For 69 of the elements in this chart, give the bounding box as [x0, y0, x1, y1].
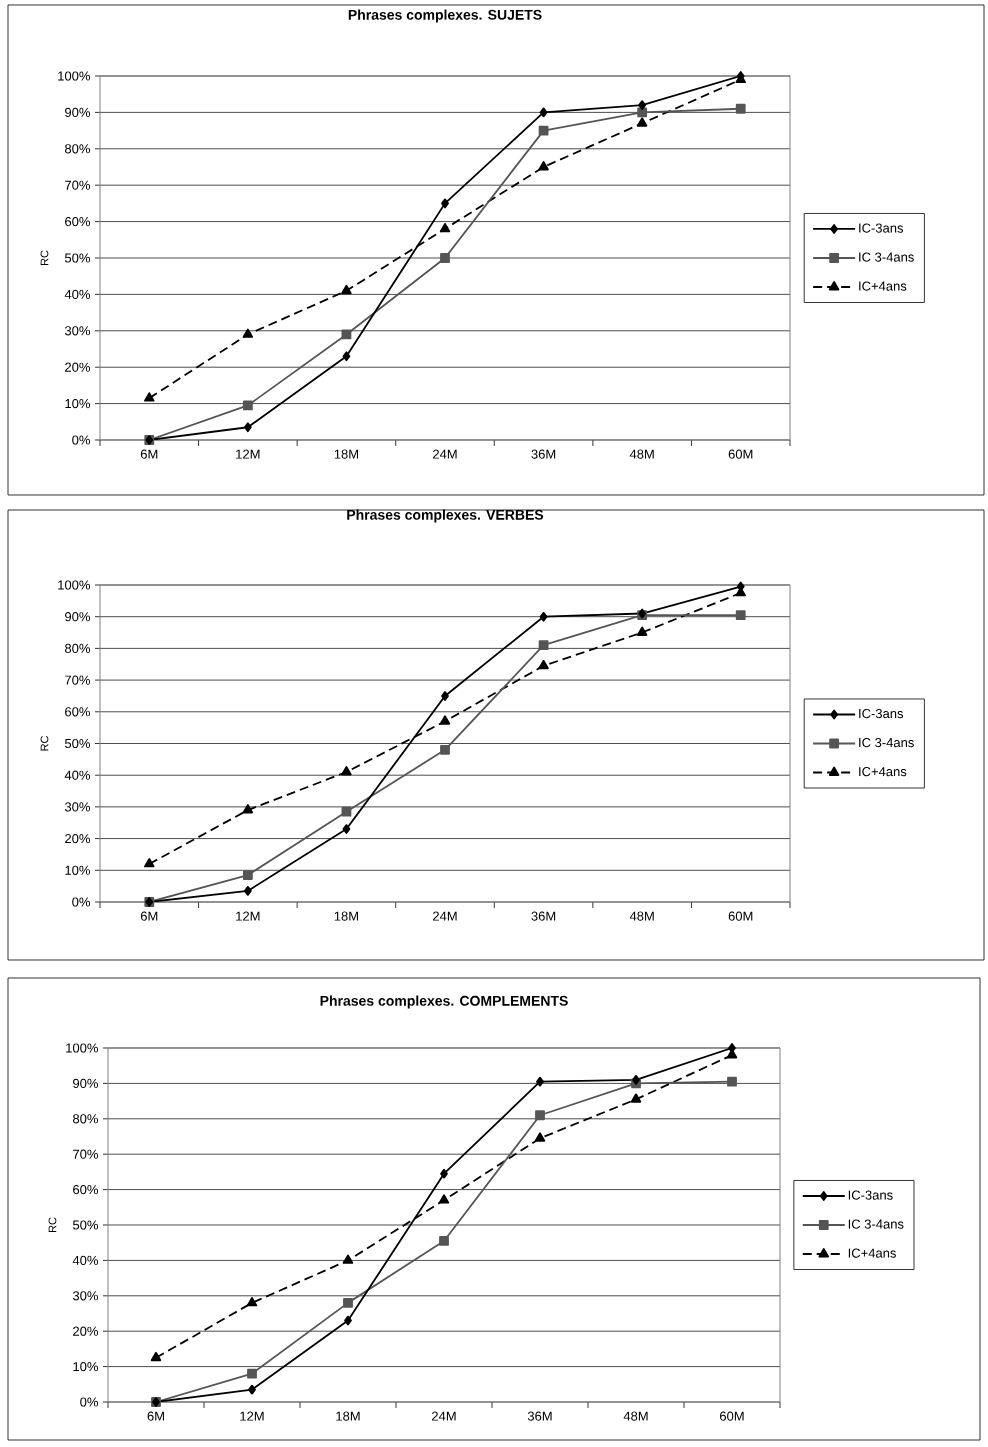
y-tick-label: 20% — [65, 833, 90, 844]
x-tick-label: 24M — [432, 1411, 456, 1421]
legend-label: IC+4ans — [859, 766, 907, 777]
y-tick-label: 20% — [65, 362, 90, 372]
x-tick-label: 60M — [728, 911, 753, 921]
y-tick-label: 80% — [73, 1114, 98, 1124]
x-tick-label: 6M — [147, 1411, 164, 1421]
x-tick-label: 48M — [623, 1411, 648, 1421]
chart-title: Phrases complexes. VERBES — [347, 509, 544, 523]
y-tick-label: 30% — [64, 326, 90, 336]
legend-label: IC+4ans — [848, 1248, 896, 1258]
x-tick-label: 12M — [236, 911, 260, 921]
legend-label: IC-3ans — [859, 708, 904, 719]
y-axis-title: RC — [40, 735, 49, 751]
x-tick-label: 24M — [433, 449, 457, 459]
legend-label: IC-3ans — [859, 223, 904, 233]
y-tick-label: 50% — [72, 1220, 98, 1230]
x-tick-label: 36M — [531, 449, 556, 459]
y-tick-label: 60% — [73, 1184, 98, 1195]
y-tick-label: 30% — [64, 802, 90, 812]
y-tick-label: 70% — [73, 1149, 98, 1159]
y-tick-label: 90% — [73, 1078, 98, 1088]
y-tick-label: 100% — [58, 580, 90, 590]
y-tick-label: 10% — [73, 1362, 98, 1372]
x-tick-label: 6M — [140, 911, 158, 921]
y-axis-title: RC — [48, 1217, 57, 1233]
y-tick-label: 50% — [64, 253, 90, 263]
chart-title: Phrases complexes. SUJETS — [348, 9, 542, 23]
y-axis-title: RC — [40, 250, 49, 266]
y-tick-label: 0% — [72, 435, 90, 445]
x-tick-label: 12M — [240, 1411, 264, 1421]
y-tick-label: 80% — [65, 643, 90, 653]
y-tick-label: 60% — [65, 216, 90, 227]
legend-label: IC 3-4ans — [859, 252, 914, 262]
legend-label: IC 3-4ans — [859, 737, 914, 748]
y-tick-label: 10% — [65, 865, 90, 875]
chart-title: Phrases complexes. COMPLEMENTS — [320, 995, 568, 1009]
y-tick-label: 30% — [72, 1291, 98, 1301]
x-tick-label: 18M — [334, 911, 359, 921]
y-tick-label: 20% — [73, 1326, 98, 1336]
x-tick-label: 48M — [629, 911, 654, 921]
x-tick-label: 12M — [236, 449, 260, 459]
y-tick-label: 70% — [65, 180, 90, 190]
x-tick-label: 18M — [334, 449, 359, 459]
legend-label: IC-3ans — [848, 1190, 893, 1200]
x-tick-label: 60M — [720, 1411, 744, 1421]
y-tick-label: 90% — [65, 612, 90, 622]
y-tick-label: 10% — [65, 398, 90, 409]
x-tick-label: 24M — [433, 911, 457, 921]
legend-label: IC+4ans — [859, 281, 907, 291]
y-tick-label: 0% — [72, 897, 90, 907]
y-tick-label: 60% — [65, 707, 90, 717]
y-tick-label: 100% — [58, 71, 90, 81]
y-tick-label: 70% — [65, 675, 90, 685]
x-tick-label: 60M — [728, 449, 753, 459]
x-tick-label: 36M — [531, 911, 556, 921]
legend-label: IC 3-4ans — [848, 1219, 904, 1229]
y-tick-label: 0% — [80, 1397, 98, 1407]
x-tick-label: 36M — [527, 1411, 552, 1421]
y-tick-label: 90% — [65, 107, 90, 117]
x-tick-label: 6M — [140, 449, 158, 459]
x-tick-label: 48M — [629, 449, 654, 459]
y-tick-label: 50% — [64, 738, 90, 749]
y-tick-label: 40% — [64, 770, 90, 780]
x-tick-label: 18M — [336, 1411, 360, 1421]
y-tick-label: 40% — [64, 289, 90, 299]
y-tick-label: 40% — [72, 1255, 98, 1265]
y-tick-label: 100% — [66, 1043, 98, 1053]
y-tick-label: 80% — [65, 144, 90, 154]
